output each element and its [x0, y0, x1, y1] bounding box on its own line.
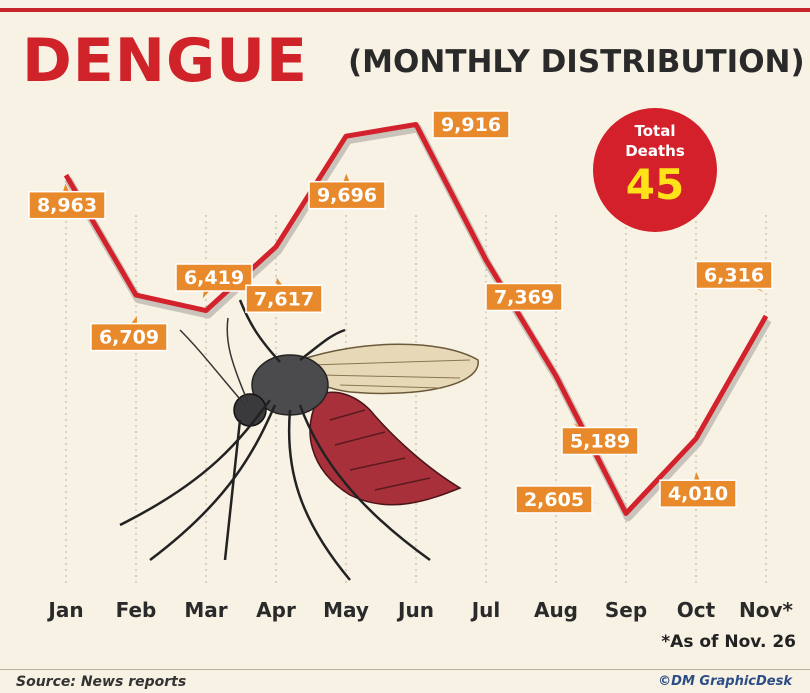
graphic-credit: ©DM GraphicDesk [658, 674, 792, 689]
data-label-text: 6,709 [99, 327, 159, 349]
x-tick-label: Oct [677, 598, 716, 622]
data-label-box [659, 479, 737, 508]
x-tick-label: Mar [184, 598, 227, 622]
data-label: 9,696 [308, 173, 386, 210]
data-label: 7,617 [245, 277, 323, 314]
source-note: Source: News reports [16, 674, 187, 690]
data-label-box [485, 282, 563, 312]
data-label-box [432, 110, 510, 139]
data-label: 4,010 [659, 472, 737, 508]
total-deaths-label-line2: Deaths [625, 142, 685, 160]
data-label: 6,419 [175, 263, 253, 299]
data-label-box [175, 263, 253, 292]
x-tick-label: Nov* [739, 598, 794, 622]
data-label-text: 4,010 [668, 483, 728, 505]
data-label-box [695, 260, 773, 290]
x-tick-label: Aug [534, 598, 578, 622]
data-label-text: 6,419 [184, 267, 244, 289]
data-label-text: 5,189 [570, 430, 630, 452]
data-label-text: 9,916 [441, 114, 501, 136]
x-tick-label: Jul [470, 598, 501, 622]
data-label: 6,709 [90, 315, 168, 352]
data-label: 5,189 [561, 423, 639, 456]
data-label-text: 2,605 [524, 489, 584, 511]
x-tick-label: Jun [396, 598, 434, 622]
data-label: 7,369 [485, 281, 563, 312]
data-label: 2,605 [515, 485, 602, 514]
x-tick-label: Sep [605, 598, 647, 622]
x-tick-label: Apr [256, 598, 296, 622]
x-tick-label: Jan [46, 598, 83, 622]
data-label-box [308, 180, 386, 210]
data-label-text: 7,369 [494, 286, 554, 308]
footer-rule [0, 669, 810, 670]
data-label-text: 9,696 [317, 185, 377, 207]
data-label-box [515, 485, 593, 514]
mosquito-illustration [119, 299, 479, 581]
series-line [63, 121, 769, 516]
data-label: 6,316 [695, 260, 773, 292]
chart-title: DENGUE [22, 26, 308, 96]
total-deaths-badge: Total Deaths 45 [593, 108, 717, 232]
data-label-box [90, 322, 168, 352]
data-label-text: 7,617 [254, 288, 314, 310]
data-label-box [28, 190, 106, 220]
x-tick-label: Feb [116, 598, 157, 622]
footnote: *As of Nov. 26 [661, 632, 796, 652]
data-label-text: 8,963 [37, 195, 97, 217]
data-label: 8,963 [28, 183, 106, 220]
grid-lines [65, 215, 767, 585]
data-label-box [245, 284, 323, 314]
x-tick-label: May [323, 598, 369, 622]
chart-subtitle: (MONTHLY DISTRIBUTION) [348, 44, 805, 80]
total-deaths-label-line1: Total [634, 122, 676, 140]
data-label-box [561, 426, 639, 456]
data-label: 9,916 [432, 110, 510, 139]
top-rule [0, 8, 810, 12]
total-deaths-value: 45 [625, 160, 685, 209]
data-label-text: 6,316 [704, 265, 764, 287]
